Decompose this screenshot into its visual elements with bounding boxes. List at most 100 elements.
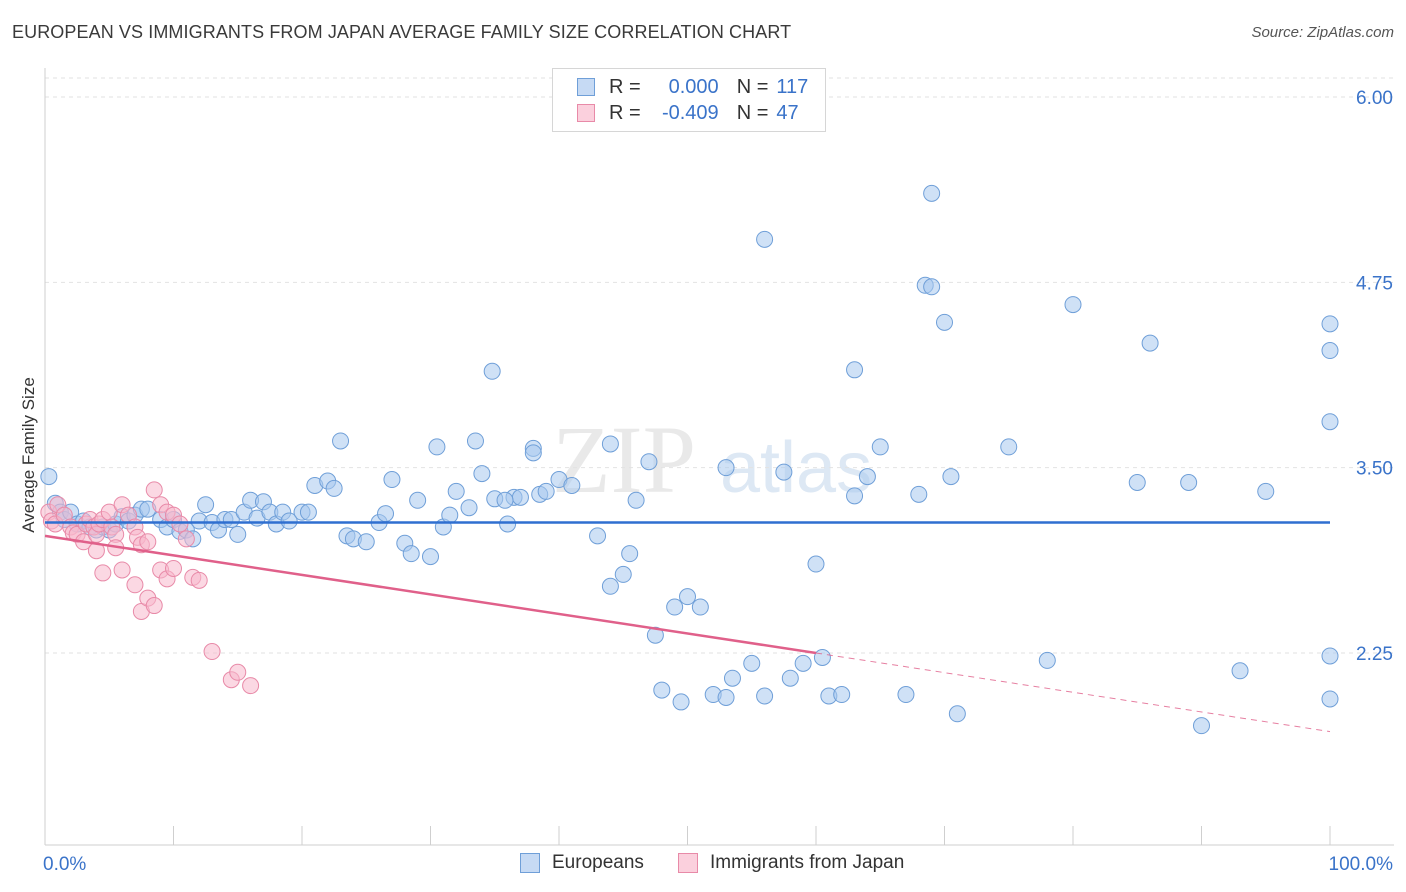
data-point [377,505,395,523]
chart-title: EUROPEAN VS IMMIGRANTS FROM JAPAN AVERAG… [12,22,792,42]
data-point [203,643,221,661]
y-tick-label: 4.75 [1356,273,1393,294]
trend-lines [44,521,1331,733]
data-point [126,576,144,594]
data-point [473,465,491,483]
data-point [923,278,941,296]
x-tick-label-min: 0.0% [43,854,86,875]
legend-r-label: R = [609,101,641,124]
data-point [1128,473,1146,491]
data-point [756,230,774,248]
trend-line-japan [44,534,817,655]
data-point [197,496,215,514]
tick-labels: 2.25 3.50 4.75 6.00 0.0% 100.0% [43,88,1393,875]
data-point [299,503,317,521]
data-point [621,545,639,563]
legend-item-japan[interactable]: Immigrants from Japan [678,852,904,874]
y-axis-label: Average Family Size [19,377,38,533]
data-point [483,362,501,380]
data-point [1321,342,1339,360]
data-point [409,491,427,509]
data-point [679,588,696,606]
data-point [923,184,941,202]
trend-line-japan-extrapolated [815,652,1331,733]
data-point [936,313,953,331]
legend-swatch-blue [577,78,595,96]
data-point [460,499,478,517]
data-point [441,506,459,524]
legend-swatch-pink [577,104,595,122]
data-point [171,515,189,533]
data-point [428,438,446,456]
data-point [332,432,350,450]
data-point [1064,296,1082,314]
legend-n-label: N = [736,75,769,98]
data-point [422,548,439,566]
data-point [627,491,645,509]
data-point [897,686,915,704]
data-point [1193,717,1210,735]
series-legend: Europeans Immigrants from Japan [0,852,1406,878]
data-point [537,482,555,500]
data-point [1180,473,1198,491]
data-point [145,597,163,615]
data-point [666,598,684,616]
data-point [794,654,812,672]
data-point [113,561,131,579]
legend-item-europeans[interactable]: Europeans [520,852,644,874]
data-point [871,438,889,456]
data-point [589,527,607,545]
legend-r-value: 0.000 [668,75,719,98]
legend-n-value: 47 [776,101,799,124]
data-point [691,598,709,616]
data-point [813,648,831,666]
watermark: ZIP atlas [552,406,872,513]
data-point [1321,413,1339,431]
data-point [145,481,163,499]
data-point [229,663,247,681]
data-point [910,485,928,503]
data-point [165,559,182,577]
legend-r-label: R = [609,75,641,98]
legend-label: Europeans [552,852,644,873]
data-point [1321,690,1339,708]
data-point [1000,438,1018,456]
data-point [357,533,375,551]
source-label: Source: ZipAtlas.com [1251,24,1394,41]
data-point [1321,647,1339,665]
data-point [1321,315,1339,333]
data-point [447,482,465,500]
data-point [1038,651,1056,669]
data-point [781,669,799,687]
data-point [524,444,542,462]
y-tick-label: 6.00 [1356,88,1393,109]
data-point [40,468,58,486]
data-point [499,515,517,533]
data-point [229,525,247,543]
data-point [846,361,864,379]
data-point [466,432,484,450]
legend-row-europeans: R = 0.000 N = 117 [577,75,808,99]
data-point [190,571,208,589]
data-point [672,693,690,711]
data-point [942,468,960,486]
legend-r-value: -0.409 [661,101,719,124]
data-point [858,468,876,486]
data-point [177,530,195,548]
legend-row-japan: R = -0.409 N = 47 [577,101,799,125]
data-point [743,654,761,672]
series-europeans [40,184,1339,735]
axes [44,68,1394,846]
data-point [614,565,632,583]
data-point [601,435,619,453]
legend-n-label: N = [736,101,769,124]
data-point [775,463,793,481]
legend-n-value: 117 [776,75,809,98]
data-point [242,677,260,695]
x-tick-label-max: 100.0% [1329,854,1394,875]
data-point [402,545,420,563]
data-point [1141,334,1159,352]
data-point [646,626,664,644]
data-point [496,491,514,509]
